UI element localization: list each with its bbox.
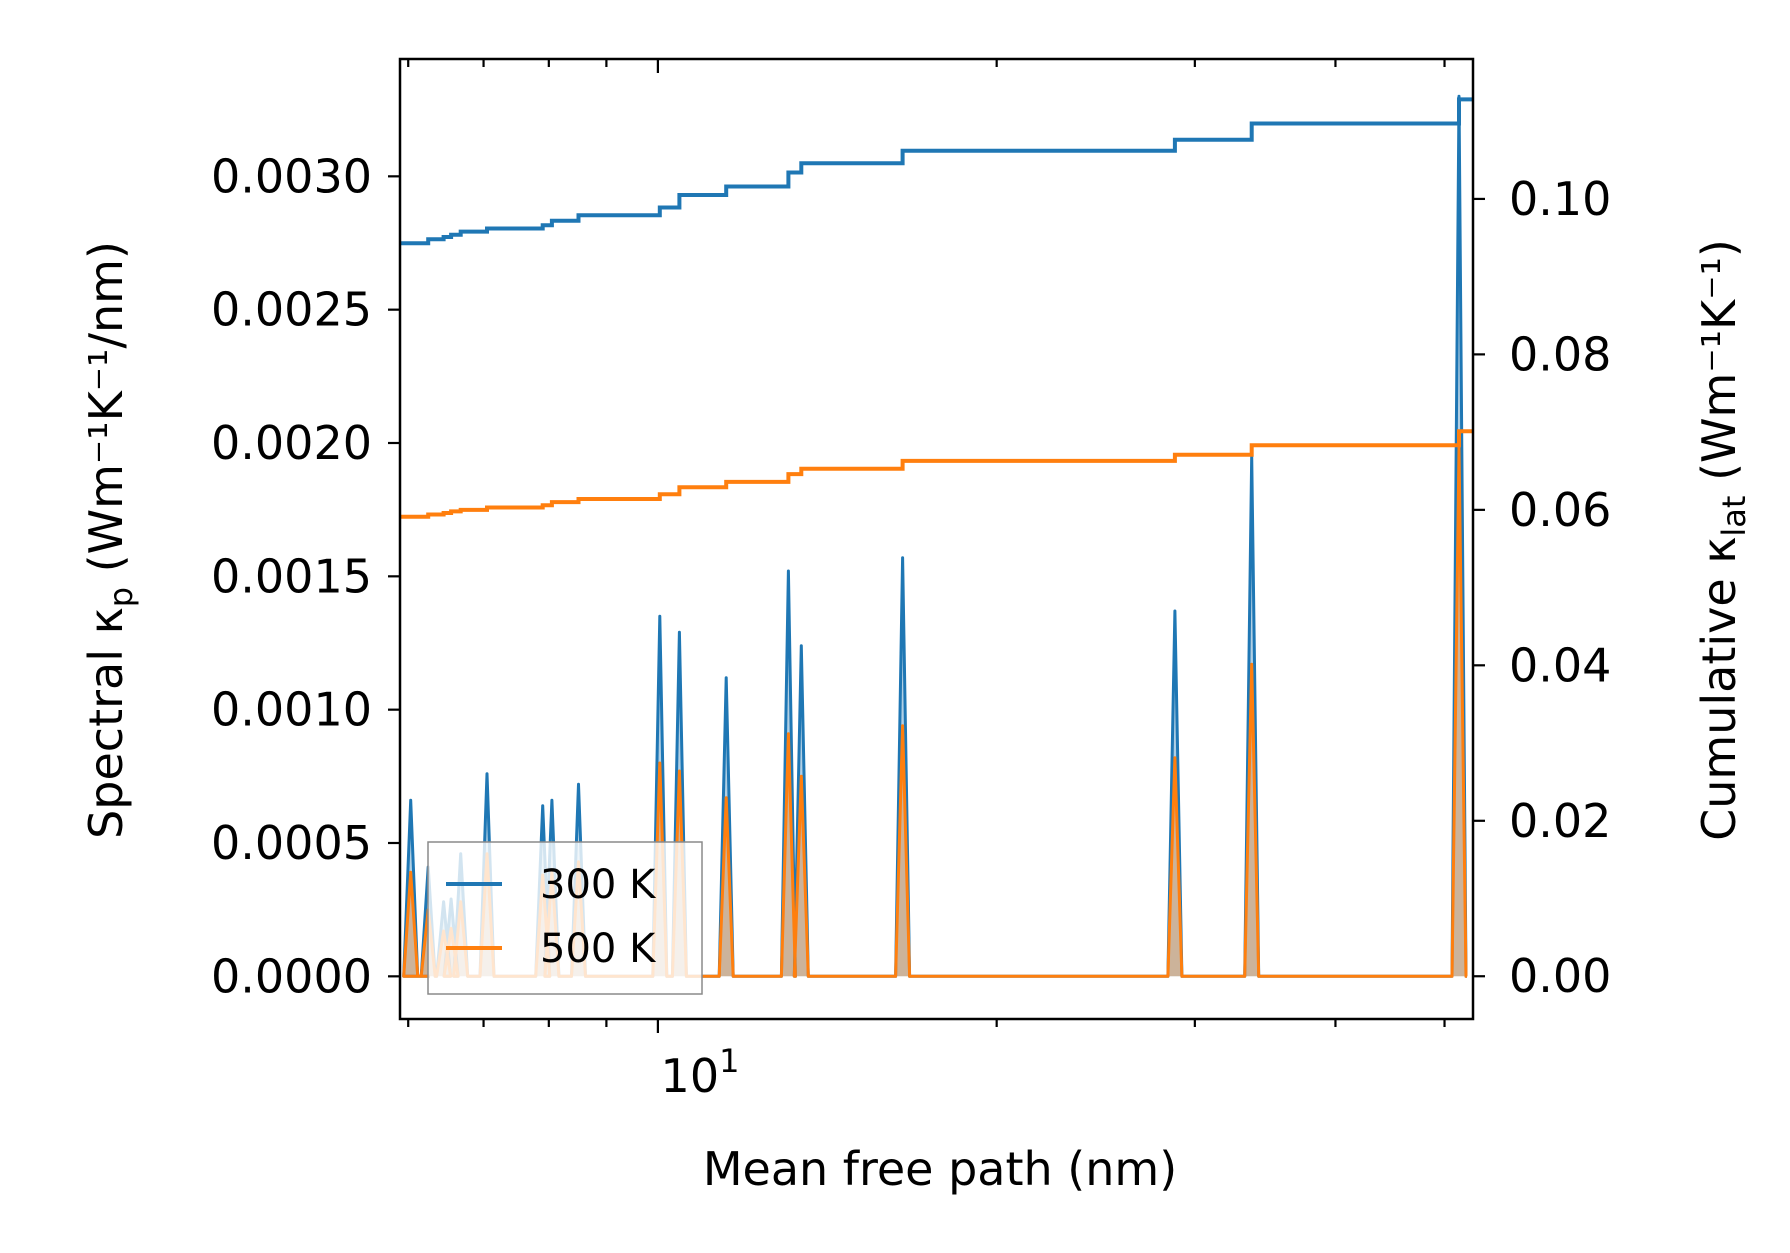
legend: 300 K 500 K — [427, 841, 703, 995]
legend-label-500k: 500 K — [540, 926, 657, 972]
plot-frame — [398, 57, 1475, 1021]
legend-label-300k: 300 K — [540, 862, 657, 908]
axis-ticks-layer: 0.0000 0.0005 0.0010 0.0015 0.0020 0.0025 0.00… — [211, 59, 1611, 1033]
x-axis-title: Mean free path (nm) — [703, 1142, 1177, 1196]
y-right-tick-label: 0.00 — [1509, 949, 1611, 1003]
cumulative-series-layer — [400, 97, 1473, 519]
legend-box — [427, 841, 703, 995]
y-left-tick-label: 0.0005 — [211, 816, 372, 870]
y-right-tick-label: 0.08 — [1509, 327, 1611, 381]
y-left-tick-label: 0.0010 — [211, 683, 372, 737]
y-left-tick-label: 0.0015 — [211, 549, 372, 603]
y-right-tick-label: 0.06 — [1509, 483, 1611, 537]
y-left-axis-title: Spectral κp (Wm⁻¹K⁻¹/nm) — [79, 241, 140, 839]
cumulative-line-500k — [400, 429, 1473, 519]
y-right-axis-title: Cumulative κlat (Wm⁻¹K⁻¹) — [1692, 239, 1753, 841]
x-tick-label-10: 101 — [661, 1042, 740, 1103]
y-left-tick-label: 0.0025 — [211, 283, 372, 337]
y-left-tick-label: 0.0030 — [211, 149, 372, 203]
cumulative-line-300k — [400, 97, 1473, 246]
y-left-tick-label: 0.0000 — [211, 949, 372, 1003]
y-right-tick-label: 0.10 — [1509, 172, 1611, 226]
y-right-tick-label: 0.04 — [1509, 638, 1611, 692]
y-right-tick-label: 0.02 — [1509, 794, 1611, 848]
y-left-tick-label: 0.0020 — [211, 416, 372, 470]
